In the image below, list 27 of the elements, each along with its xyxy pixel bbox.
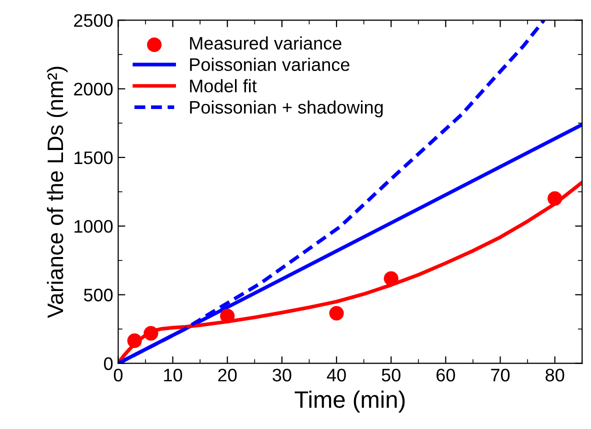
point — [548, 191, 562, 206]
y-tick-label: 2500 — [74, 14, 113, 27]
y-tick-label: 2000 — [74, 82, 113, 96]
legend-label: Measured variance — [190, 36, 342, 50]
x-axis-title: Time (min) — [294, 390, 405, 413]
y-tick-label: 500 — [84, 288, 113, 302]
x-tick-label: 40 — [326, 368, 346, 382]
point — [144, 326, 158, 341]
point — [384, 271, 398, 286]
legend-label: Poissonian + shadowing — [190, 100, 383, 118]
x-tick-label: 20 — [218, 368, 237, 382]
y-tick-label: 1000 — [74, 220, 113, 233]
point — [329, 306, 344, 321]
x-tick-label: 60 — [436, 368, 456, 382]
y-tick-label: 0 — [104, 357, 113, 370]
point — [220, 308, 235, 324]
x-tick-label: 80 — [546, 368, 564, 382]
point — [127, 333, 142, 348]
x-tick-label: 50 — [382, 368, 400, 382]
x-tick-label: 30 — [272, 368, 292, 382]
y-tick-label: 1500 — [74, 151, 113, 164]
legend-label: Model fit — [190, 79, 257, 92]
x-tick-label: 0 — [114, 368, 123, 382]
x-tick-label: 70 — [491, 368, 510, 382]
y-axis-title: Variance of the LDs (nm²) — [46, 66, 68, 318]
legend-label: Poissonian variance — [190, 58, 350, 72]
x-tick-label: 10 — [164, 368, 182, 382]
